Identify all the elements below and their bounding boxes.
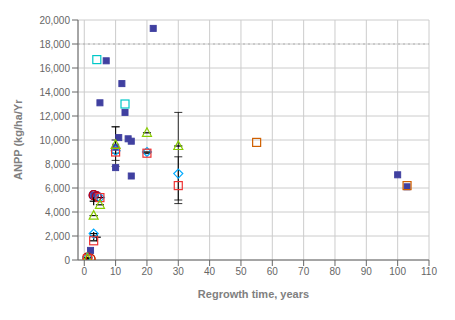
svg-text:4,000: 4,000	[45, 207, 70, 218]
svg-text:ANPP (kg/ha/Yr: ANPP (kg/ha/Yr	[12, 99, 24, 180]
svg-text:10: 10	[110, 266, 122, 277]
svg-text:2,000: 2,000	[45, 231, 70, 242]
svg-text:6,000: 6,000	[45, 183, 70, 194]
svg-text:60: 60	[267, 266, 279, 277]
svg-text:70: 70	[298, 266, 310, 277]
svg-text:8,000: 8,000	[45, 159, 70, 170]
svg-text:50: 50	[235, 266, 247, 277]
svg-text:14,000: 14,000	[39, 87, 70, 98]
svg-text:80: 80	[329, 266, 341, 277]
svg-text:18,000: 18,000	[39, 39, 70, 50]
svg-text:16,000: 16,000	[39, 63, 70, 74]
svg-text:40: 40	[204, 266, 216, 277]
svg-text:0: 0	[64, 255, 70, 266]
svg-text:Regrowth time, years: Regrowth time, years	[198, 288, 309, 300]
svg-text:12,000: 12,000	[39, 111, 70, 122]
svg-text:110: 110	[421, 266, 437, 277]
svg-text:20: 20	[141, 266, 153, 277]
svg-text:90: 90	[361, 266, 373, 277]
svg-text:0: 0	[81, 266, 87, 277]
svg-text:30: 30	[173, 266, 185, 277]
svg-text:100: 100	[389, 266, 406, 277]
svg-text:20,000: 20,000	[39, 15, 70, 26]
svg-text:10,000: 10,000	[39, 135, 70, 146]
